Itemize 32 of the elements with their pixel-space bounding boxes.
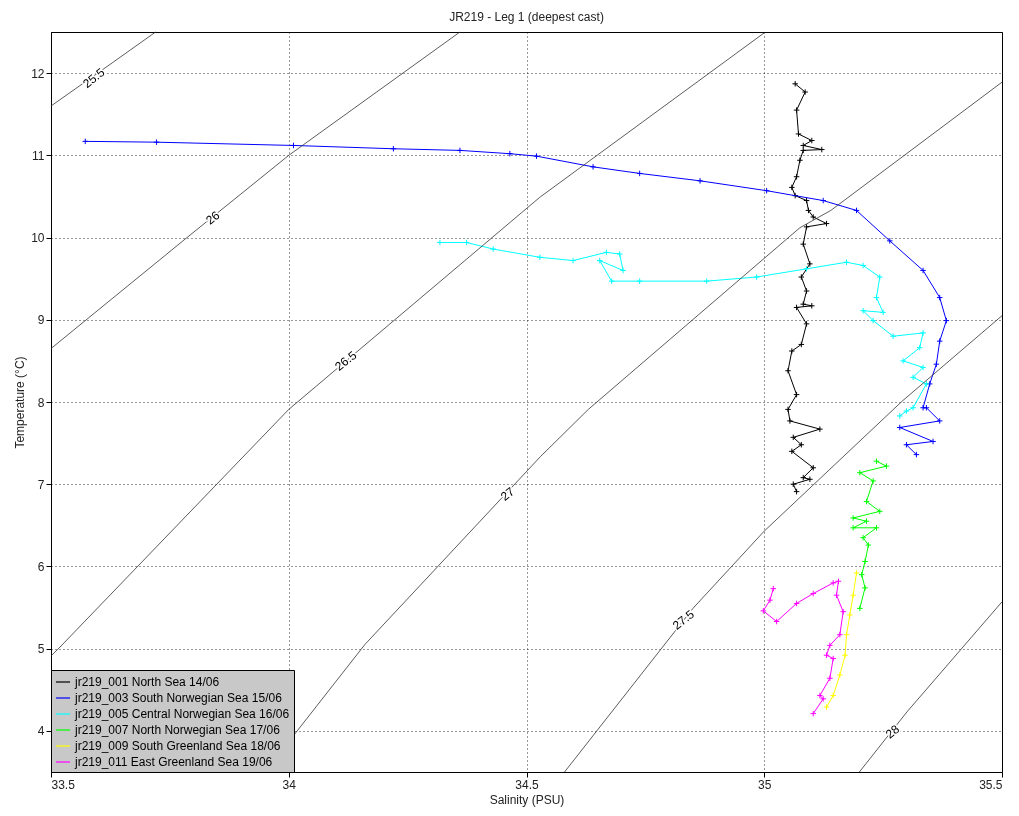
- x-tick-label: 34: [282, 777, 297, 792]
- y-tick-label: 7: [37, 477, 45, 492]
- legend-label: jr219_007 North Norwegian Sea 17/06: [74, 723, 281, 737]
- x-tick-label: 35.5: [979, 777, 1003, 792]
- legend-label: jr219_011 East Greenland Sea 19/06: [74, 755, 273, 769]
- y-tick-label: 11: [32, 148, 45, 163]
- y-tick-label: 9: [37, 313, 45, 328]
- annotation: 27: [497, 484, 518, 504]
- legend-label: jr219_003 South Norwegian Sea 15/06: [74, 691, 283, 705]
- line-series: [50, 31, 461, 349]
- x-tick-label: 33.5: [51, 777, 76, 792]
- legend-label: jr219_009 South Greenland Sea 18/06: [74, 739, 281, 753]
- line-series: [50, 32, 765, 657]
- line-series: [564, 315, 1003, 773]
- chart-title: JR219 - Leg 1 (deepest cast): [449, 9, 604, 24]
- y-tick-label: 8: [37, 395, 45, 410]
- y-axis-title: Temperature (°C): [13, 356, 28, 449]
- annotation: 28: [883, 721, 903, 742]
- y-tick-label: 6: [37, 559, 45, 574]
- y-tick-label: 10: [31, 231, 45, 246]
- y-tick-label: 12: [31, 66, 45, 81]
- x-tick-label: 34.5: [515, 777, 539, 792]
- annotation: 27.5: [669, 606, 698, 633]
- annotation: 25.5: [80, 65, 108, 91]
- annotation: 26: [203, 208, 223, 228]
- x-tick-label: 35: [758, 777, 772, 792]
- legend-label: jr219_005 Central Norwegian Sea 16/06: [74, 707, 290, 721]
- annotation: 26.5: [332, 347, 360, 374]
- y-tick-label: 4: [37, 724, 45, 739]
- y-tick-label: 5: [37, 642, 45, 657]
- legend-label: jr219_001 North Sea 14/06: [74, 675, 220, 689]
- x-axis-title: Salinity (PSU): [489, 792, 565, 807]
